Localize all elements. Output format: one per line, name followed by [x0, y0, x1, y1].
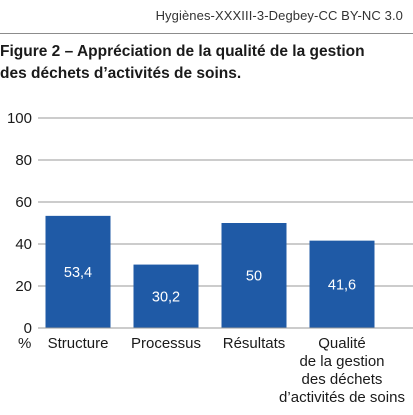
chart-title-line-2: des déchets d’activités de soins.: [0, 65, 242, 82]
y-tick-label-0: 0: [24, 320, 32, 337]
category-label-3-line-1: Résultats: [223, 335, 286, 352]
category-label-2-line-1: Processus: [131, 335, 201, 352]
category-label-4-line-4: d’activités de soins: [279, 389, 405, 406]
data-label-2: 30,2: [152, 289, 180, 305]
data-label-1: 53,4: [64, 265, 92, 281]
chart-title: Figure 2 – Appréciation de la qualité de…: [0, 41, 405, 85]
header-divider: [0, 33, 413, 34]
y-tick-label-20: 20: [15, 278, 32, 295]
y-tick-label-80: 80: [15, 152, 32, 169]
source-credit: Hygiènes-XXXIII-3-Degbey-CC BY-NC 3.0: [155, 8, 403, 23]
category-label-4-line-1: Qualité: [318, 335, 366, 352]
bar-2: [133, 264, 199, 328]
y-tick-label-40: 40: [15, 236, 32, 253]
data-label-4: 41,6: [328, 277, 356, 293]
data-label-3: 50: [246, 269, 262, 285]
y-tick-label-60: 60: [15, 194, 32, 211]
bar-1: [45, 215, 111, 328]
category-label-4-line-2: de la gestion: [299, 353, 384, 370]
chart-title-line-1: Figure 2 – Appréciation de la qualité de…: [0, 43, 365, 60]
y-unit-label: %: [18, 335, 31, 352]
y-tick-label-100: 100: [7, 110, 32, 127]
bar-3: [221, 223, 287, 328]
bar-4: [309, 240, 375, 328]
category-label-1-line-1: Structure: [48, 335, 109, 352]
category-label-4-line-3: des déchets: [302, 371, 383, 388]
